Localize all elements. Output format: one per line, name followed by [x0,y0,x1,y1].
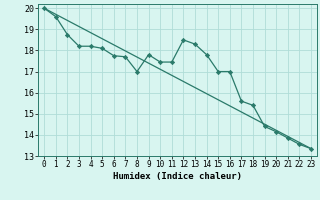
X-axis label: Humidex (Indice chaleur): Humidex (Indice chaleur) [113,172,242,181]
